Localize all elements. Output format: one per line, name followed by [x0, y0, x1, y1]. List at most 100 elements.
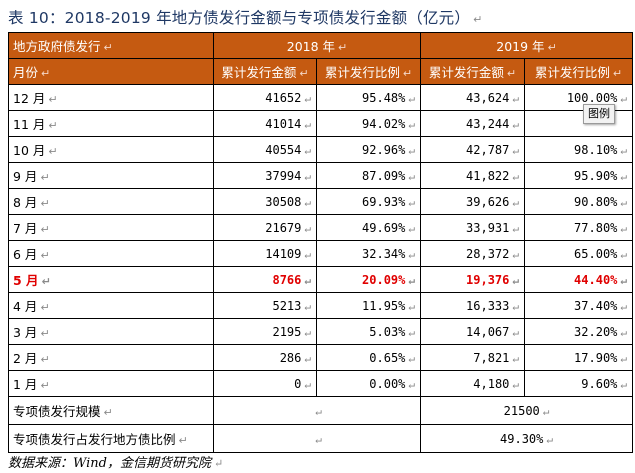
month-cell: 4 月 ↵ — [8, 292, 214, 319]
amount-2018-value: 21679 — [265, 220, 302, 235]
ratio-2019-cell: 90.80% ↵ — [524, 188, 634, 215]
table-row-highlighted: 5 月 ↵ 8766 ↵ 20.09% ↵ 19,376 ↵ 44.40% ↵ — [8, 266, 634, 293]
cell-mark-icon: ↵ — [408, 273, 416, 287]
amount-2019-value: 33,931 — [466, 220, 510, 235]
header-region-label: 地方政府债发行 — [13, 39, 101, 54]
month-label: 6 月 — [13, 247, 38, 262]
header-2019-label: 2019 年 — [496, 39, 545, 54]
header-2018-cell: 2018 年 ↵ — [212, 32, 422, 59]
cell-mark-icon: ↵ — [304, 143, 311, 157]
cell-mark-icon: ↵ — [620, 143, 628, 157]
cell-mark-icon: ↵ — [40, 327, 50, 340]
amount-2018-cell: 30508 ↵ — [213, 188, 317, 215]
cell-mark-icon: ↵ — [620, 195, 628, 209]
cell-mark-icon: ↵ — [103, 406, 113, 419]
ratio-2018-cell: 0.00% ↵ — [315, 370, 422, 397]
month-label: 3 月 — [13, 325, 38, 340]
cell-mark-icon: ↵ — [48, 145, 58, 158]
amount-2018-cell: 0 ↵ — [213, 370, 317, 397]
table-row: 1 月 ↵ 0 ↵ 0.00% ↵ 4,180 ↵ 9.60% ↵ — [8, 370, 634, 397]
cell-mark-icon: ↵ — [620, 299, 628, 313]
cell-mark-icon: ↵ — [512, 273, 520, 287]
header-row-years: 地方政府债发行 ↵ 2018 年 ↵ 2019 年 ↵ — [8, 32, 634, 59]
amount-2018-cell: 5213 ↵ — [213, 292, 317, 319]
scale-label-cell: 专项债发行规模 ↵ — [8, 396, 214, 425]
cell-mark-icon: ↵ — [408, 351, 416, 365]
month-label: 5 月 — [13, 273, 39, 288]
cell-mark-icon: ↵ — [512, 351, 520, 365]
header-month-cell: 月份 ↵ — [8, 58, 214, 85]
ratio-2018-value: 32.34% — [362, 246, 406, 261]
amount-2019-cell: 43,624 ↵ — [420, 84, 526, 111]
ratio-2019-cell: 95.90% ↵ — [524, 162, 634, 189]
ratio-2019-cell: 77.80% ↵ — [524, 214, 634, 241]
paragraph-mark-icon: ↵ — [214, 457, 224, 470]
cell-mark-icon: ↵ — [512, 299, 520, 313]
header-ratio-2019-label: 累计发行比例 — [534, 65, 610, 80]
ratio-2018-value: 0.00% — [369, 376, 406, 391]
cell-mark-icon: ↵ — [304, 91, 311, 105]
amount-2019-cell: 7,821 ↵ — [420, 344, 526, 371]
amount-2018-value: 40554 — [265, 142, 302, 157]
ratio-2019-value: 65.00% — [574, 246, 618, 261]
cell-mark-icon: ↵ — [506, 67, 517, 80]
cell-mark-icon: ↵ — [512, 143, 520, 157]
table-row: 7 月 ↵ 21679 ↵ 49.69% ↵ 33,931 ↵ 77.80% ↵ — [8, 214, 634, 241]
cell-mark-icon: ↵ — [402, 67, 413, 80]
cell-mark-icon: ↵ — [408, 377, 416, 391]
cell-mark-icon: ↵ — [620, 91, 628, 105]
cell-mark-icon: ↵ — [512, 325, 520, 339]
month-label: 11 月 — [13, 117, 46, 132]
cell-mark-icon: ↵ — [40, 301, 50, 314]
month-cell: 12 月 ↵ — [8, 84, 214, 111]
ratio-2019-cell: 65.00% ↵ — [524, 240, 634, 267]
source-text: 数据来源：Wind，金信期货研究院 — [8, 456, 211, 471]
header-row-columns: 月份 ↵ 累计发行金额 ↵ 累计发行比例 ↵ 累计发行金额 ↵ 累计发行比例 ↵ — [8, 58, 634, 85]
amount-2018-value: 5213 — [272, 298, 302, 313]
header-2019-cell: 2019 年 ↵ — [420, 32, 634, 59]
amount-2018-cell: 37994 ↵ — [213, 162, 317, 189]
cell-mark-icon: ↵ — [620, 325, 628, 339]
table-title: 表 10：2018-2019 年地方债发行金额与专项债发行金额（亿元） ↵ — [8, 6, 483, 28]
header-region-cell: 地方政府债发行 ↵ — [8, 32, 214, 59]
amount-2018-cell: 41014 ↵ — [213, 110, 317, 137]
cell-mark-icon: ↵ — [620, 247, 628, 261]
header-ratio-2018-label: 累计发行比例 — [324, 65, 400, 80]
table-row: 6 月 ↵ 14109 ↵ 32.34% ↵ 28,372 ↵ 65.00% ↵ — [8, 240, 634, 267]
cell-mark-icon: ↵ — [542, 404, 550, 418]
scale-label: 专项债发行规模 — [13, 404, 101, 419]
cell-mark-icon: ↵ — [620, 273, 628, 287]
amount-2018-cell: 21679 ↵ — [213, 214, 317, 241]
month-cell: 2 月 ↵ — [8, 344, 214, 371]
cell-mark-icon: ↵ — [408, 325, 416, 339]
month-label: 4 月 — [13, 299, 38, 314]
month-label: 2 月 — [13, 351, 38, 366]
month-label: 1 月 — [13, 377, 38, 392]
ratio-2018-value: 0.65% — [369, 350, 406, 365]
cell-mark-icon: ↵ — [304, 273, 311, 287]
table-row: 10 月 ↵ 40554 ↵ 92.96% ↵ 42,787 ↵ 98.10% ↵ — [8, 136, 634, 163]
cell-mark-icon: ↵ — [620, 221, 628, 235]
amount-2018-cell: 14109 ↵ — [213, 240, 317, 267]
cell-mark-icon: ↵ — [512, 221, 520, 235]
table-row: 9 月 ↵ 37994 ↵ 87.09% ↵ 41,822 ↵ 95.90% ↵ — [8, 162, 634, 189]
cell-mark-icon: ↵ — [304, 299, 311, 313]
ratio-2019-cell — [524, 110, 634, 137]
cell-mark-icon: ↵ — [512, 169, 520, 183]
cell-mark-icon: ↵ — [620, 169, 628, 183]
ratio-2019-value: 9.60% — [581, 376, 618, 391]
cell-mark-icon: ↵ — [48, 93, 58, 106]
table-row: 4 月 ↵ 5213 ↵ 11.95% ↵ 16,333 ↵ 37.40% ↵ — [8, 292, 634, 319]
ratio-2019-value: 90.80% — [574, 194, 618, 209]
amount-2019-value: 14,067 — [466, 324, 510, 339]
month-cell: 9 月 ↵ — [8, 162, 214, 189]
ratio-2019-value: 98.10% — [574, 142, 618, 157]
ratio-label: 专项债发行占发行地方债比例 — [13, 432, 176, 447]
cell-mark-icon: ↵ — [408, 143, 416, 157]
cell-mark-icon: ↵ — [304, 117, 311, 131]
amount-2019-cell: 43,244 ↵ — [420, 110, 526, 137]
header-2018-label: 2018 年 — [286, 39, 336, 54]
scale-2019-value: 21500 — [503, 403, 540, 418]
amount-2018-cell: 8766 ↵ — [213, 266, 317, 293]
header-ratio-2018-cell: 累计发行比例 ↵ — [315, 58, 422, 85]
